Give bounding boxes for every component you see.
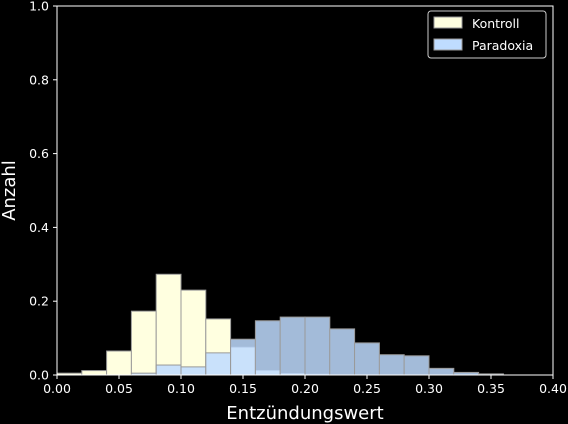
y-axis: 0.0 0.2 0.4 0.6 0.8 1.0 xyxy=(29,0,57,383)
bar-kontroll-4 xyxy=(155,273,182,376)
y-tick-label-0: 0.0 xyxy=(29,368,49,383)
bar-paradoxia-7 xyxy=(230,338,256,376)
x-axis: 0.00 0.05 0.10 0.15 0.20 0.25 0.30 0.35 0.40 xyxy=(43,375,567,396)
x-tick-label-2: 0.10 xyxy=(167,381,195,396)
x-tick-label-3: 0.15 xyxy=(229,381,257,396)
bar-paradoxia-9 xyxy=(279,316,306,376)
y-tick-label-3: 0.6 xyxy=(29,146,49,161)
y-tick-label-5: 1.0 xyxy=(29,0,49,14)
bar-paradoxia-6 xyxy=(205,352,232,376)
x-tick-label-5: 0.25 xyxy=(353,381,381,396)
x-tick-label-7: 0.35 xyxy=(477,381,505,396)
legend: Kontroll Paradoxia xyxy=(427,10,547,59)
bar-kontroll-1 xyxy=(81,370,108,376)
legend-swatch-paradoxia xyxy=(433,38,463,51)
y-tick-label-4: 0.8 xyxy=(29,72,49,87)
x-tick-label-4: 0.20 xyxy=(291,381,319,396)
y-tick-label-2: 0.4 xyxy=(29,220,49,235)
bar-paradoxia-12 xyxy=(354,342,380,376)
x-tick-label-1: 0.05 xyxy=(105,381,133,396)
bar-paradoxia-15 xyxy=(428,367,455,376)
bar-kontroll-5 xyxy=(180,289,207,376)
x-tick-label-8: 0.40 xyxy=(539,381,567,396)
bar-paradoxia-4 xyxy=(155,364,182,376)
x-axis-label: Entzündungswert xyxy=(226,403,383,424)
bar-paradoxia-14 xyxy=(403,355,430,376)
series-paradoxia-bars xyxy=(130,316,504,376)
bar-kontroll-3 xyxy=(130,310,157,376)
bar-paradoxia-5 xyxy=(180,366,207,376)
bar-kontroll-2 xyxy=(106,350,132,376)
bar-paradoxia-11 xyxy=(329,328,356,376)
bar-paradoxia-10 xyxy=(304,316,331,376)
x-tick-label-0: 0.00 xyxy=(43,381,71,396)
bar-paradoxia-8 xyxy=(254,320,281,376)
y-axis-label: Anzahl xyxy=(0,160,20,221)
x-tick-label-6: 0.30 xyxy=(415,381,443,396)
legend-label-kontroll: Kontroll xyxy=(472,16,520,31)
y-tick-label-1: 0.2 xyxy=(29,294,49,309)
legend-label-paradoxia: Paradoxia xyxy=(472,38,533,53)
legend-swatch-kontroll xyxy=(433,16,463,29)
bar-paradoxia-13 xyxy=(378,354,405,376)
